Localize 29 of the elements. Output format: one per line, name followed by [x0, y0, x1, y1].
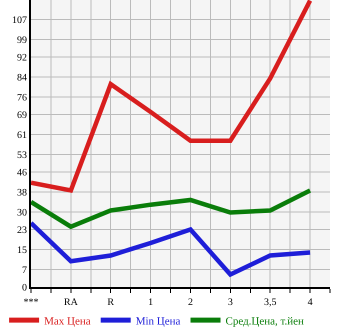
y-tick-label: 107 — [12, 14, 27, 26]
y-tick-label: 15 — [17, 244, 27, 256]
y-tick-label: 76 — [17, 92, 27, 104]
legend-label: Min Цена — [136, 315, 181, 328]
y-tick-label: 46 — [17, 167, 27, 178]
x-tick-label: 3,5 — [264, 297, 276, 308]
x-tick-label: 3 — [228, 297, 233, 308]
y-tick-label: 92 — [17, 52, 27, 64]
x-tick-label: 4 — [308, 297, 313, 308]
x-tick-label: RA — [64, 297, 79, 308]
line-series — [31, 0, 312, 193]
legend-label: Max Цена — [44, 315, 91, 328]
x-tick-label: 1 — [148, 297, 154, 308]
x-tick-label: R — [107, 297, 114, 308]
y-tick-label: 7 — [22, 264, 27, 276]
y-tick-label: 30 — [17, 207, 27, 218]
x-tick-label: 2 — [188, 297, 193, 308]
x-tick-label: *** — [24, 297, 38, 308]
y-tick-label: 38 — [17, 187, 27, 198]
y-tick-label: 23 — [17, 224, 27, 236]
y-tick-label: 69 — [17, 110, 27, 121]
y-tick-label: 84 — [17, 72, 27, 84]
legend-label: Сред.Цена, т.йен — [226, 315, 304, 328]
y-tick-label: 99 — [17, 34, 27, 46]
line-series — [31, 188, 312, 229]
y-tick-label: 0 — [22, 282, 27, 294]
line-series — [31, 220, 312, 277]
y-tick-label: 53 — [17, 150, 27, 161]
y-tick-label: 61 — [17, 130, 27, 141]
